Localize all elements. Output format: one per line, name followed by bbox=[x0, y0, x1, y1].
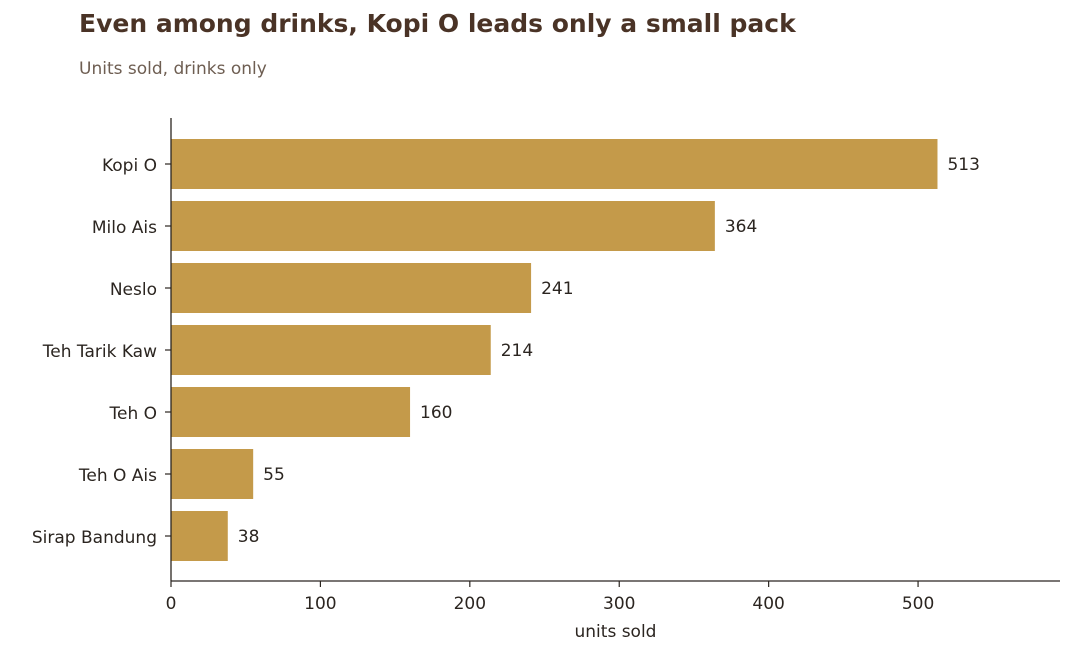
chart-subtitle: Units sold, drinks only bbox=[79, 59, 267, 79]
y-tick-label: Milo Ais bbox=[92, 218, 157, 238]
bar-value-label: 160 bbox=[420, 403, 452, 423]
bar bbox=[171, 139, 938, 189]
bar bbox=[171, 201, 715, 251]
bar-value-label: 241 bbox=[541, 279, 573, 299]
x-tick-label: 200 bbox=[454, 594, 486, 614]
x-tick-label: 400 bbox=[752, 594, 784, 614]
bar-value-label: 364 bbox=[725, 217, 757, 237]
bar bbox=[171, 449, 254, 499]
bar bbox=[171, 263, 532, 313]
y-tick-label: Teh O bbox=[108, 404, 157, 424]
y-tick-label: Neslo bbox=[110, 280, 157, 300]
y-tick-label: Teh Tarik Kaw bbox=[42, 342, 157, 362]
bar-value-label: 55 bbox=[263, 465, 285, 485]
ticks-layer: Kopi O Milo Ais Neslo Teh Tarik Kaw Teh O Teh… bbox=[32, 156, 934, 614]
y-tick-label: Teh O Ais bbox=[78, 466, 157, 486]
x-axis-title: units sold bbox=[575, 622, 657, 642]
y-tick-label: Kopi O bbox=[102, 156, 157, 176]
x-tick-label: 100 bbox=[304, 594, 336, 614]
bar-value-label: 513 bbox=[947, 155, 979, 175]
x-tick-label: 500 bbox=[902, 594, 934, 614]
bar-value-label: 38 bbox=[238, 527, 260, 547]
x-tick-label: 0 bbox=[166, 594, 177, 614]
x-tick-label: 300 bbox=[603, 594, 635, 614]
bar bbox=[171, 511, 228, 561]
y-tick-label: Sirap Bandung bbox=[32, 528, 157, 548]
bar bbox=[171, 325, 491, 375]
bars-layer: 513 364 241 214 160 55 38 bbox=[171, 139, 980, 561]
bar-value-label: 214 bbox=[501, 341, 533, 361]
chart-title: Even among drinks, Kopi O leads only a s… bbox=[79, 9, 796, 38]
bar bbox=[171, 387, 411, 437]
